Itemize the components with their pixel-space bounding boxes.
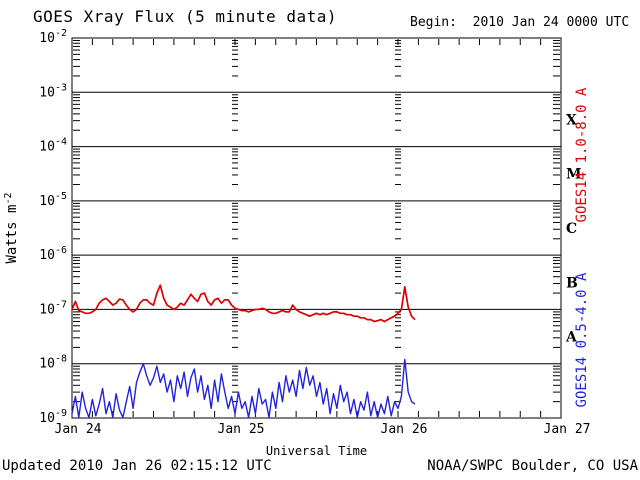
plot-border bbox=[71, 37, 562, 419]
y-tick-label: 10-6 bbox=[39, 245, 67, 263]
chart-title: GOES Xray Flux (5 minute data) bbox=[33, 7, 337, 26]
flare-class-letter-c: C bbox=[566, 221, 577, 237]
flare-class-letter-x: X bbox=[566, 112, 577, 128]
y-tick-label: 10-7 bbox=[39, 299, 67, 317]
y-axis-label: Watts m-2 bbox=[3, 192, 20, 263]
series-legend-long-wave: GOES14 1.0-8.0 A bbox=[574, 87, 590, 222]
x-tick-label: Jan 26 bbox=[381, 422, 428, 437]
y-tick-label: 10-3 bbox=[39, 82, 67, 100]
y-tick-label: 10-8 bbox=[39, 354, 67, 372]
series-path-short-wave bbox=[71, 358, 416, 419]
series-path-long-wave bbox=[71, 284, 416, 323]
source-attribution-label: NOAA/SWPC Boulder, CO USA bbox=[427, 458, 638, 474]
updated-timestamp-label: Updated 2010 Jan 26 02:15:12 UTC bbox=[2, 458, 272, 474]
x-axis-label: Universal Time bbox=[266, 444, 367, 458]
begin-timestamp-label: Begin: 2010 Jan 24 0000 UTC bbox=[410, 15, 630, 30]
y-tick-label: 10-9 bbox=[39, 408, 67, 426]
series-legend-short-wave: GOES14 0.5-4.0 A bbox=[574, 272, 590, 407]
x-tick-label: Jan 25 bbox=[218, 422, 265, 437]
y-tick-label: 10-2 bbox=[39, 28, 67, 46]
flare-class-letter-a: A bbox=[565, 330, 578, 346]
flare-class-letter-b: B bbox=[566, 275, 578, 291]
x-tick-label: Jan 24 bbox=[55, 422, 102, 437]
x-tick-label: Jan 27 bbox=[544, 422, 591, 437]
y-tick-label: 10-4 bbox=[39, 137, 67, 155]
y-tick-label: 10-5 bbox=[39, 191, 67, 209]
flare-class-letter-m: M bbox=[566, 167, 582, 183]
